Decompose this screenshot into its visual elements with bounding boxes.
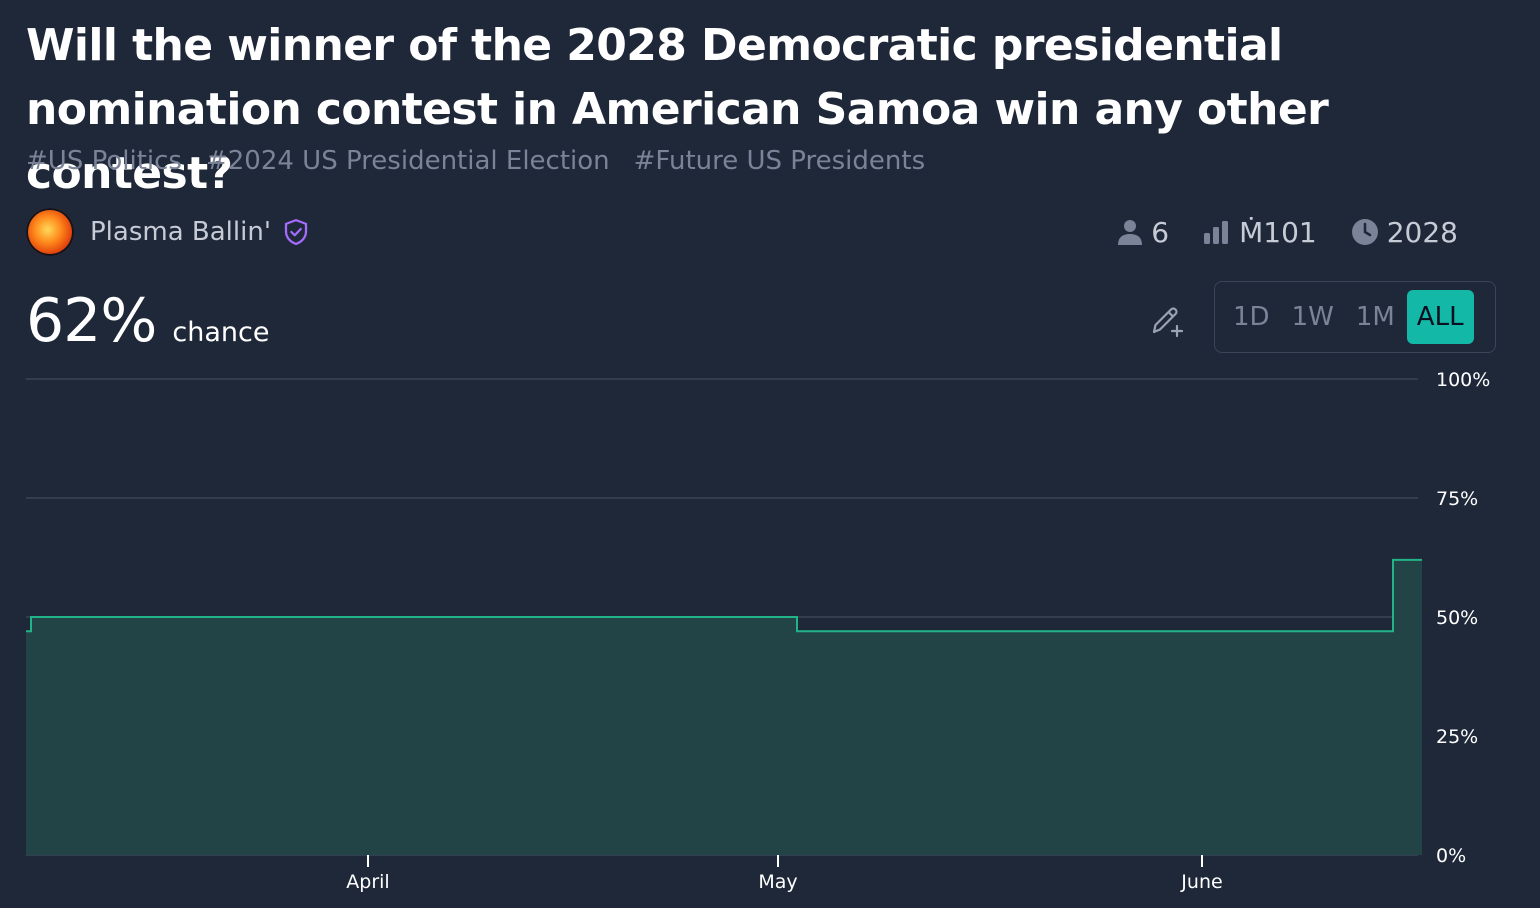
creator-info: Plasma Ballin' — [26, 208, 311, 256]
close-date: 2028 — [1386, 215, 1458, 249]
bar-chart-icon — [1203, 220, 1231, 244]
time-range-selector: 1D 1W 1M ALL — [1214, 281, 1496, 353]
tag-future-presidents[interactable]: #Future US Presidents — [633, 146, 926, 176]
range-1w-button[interactable]: 1W — [1291, 302, 1334, 332]
add-annotation-button[interactable] — [1146, 300, 1186, 340]
avatar[interactable] — [26, 208, 74, 256]
y-tick-label: 75% — [1436, 488, 1478, 510]
x-tick-label: May — [758, 871, 797, 893]
probability-value: 62% — [26, 286, 157, 356]
probability-label: chance — [172, 317, 270, 348]
x-tick-label: June — [1180, 871, 1222, 893]
tag-us-politics[interactable]: #US Politics — [26, 146, 182, 176]
range-1m-button[interactable]: 1M — [1355, 302, 1395, 332]
volume-value: Ṁ101 — [1239, 215, 1317, 249]
y-tick-label: 25% — [1436, 726, 1478, 748]
range-1d-button[interactable]: 1D — [1233, 302, 1270, 332]
y-tick-label: 100% — [1436, 369, 1490, 391]
user-icon — [1117, 218, 1143, 246]
probability-chart[interactable]: 100% 75% 50% 25% 0% April May June — [0, 366, 1540, 908]
tag-2024-election[interactable]: #2024 US Presidential Election — [205, 146, 610, 176]
traders-stat: 6 — [1117, 216, 1169, 249]
traders-count: 6 — [1151, 215, 1170, 249]
tag-list: #US Politics #2024 US Presidential Elect… — [26, 146, 925, 176]
edit-plus-icon — [1146, 307, 1186, 344]
x-tick-label: April — [346, 871, 389, 893]
creator-name[interactable]: Plasma Ballin' — [90, 217, 271, 247]
range-all-button[interactable]: ALL — [1406, 290, 1474, 344]
market-title: Will the winner of the 2028 Democratic p… — [26, 20, 1329, 199]
probability-line — [26, 558, 1422, 633]
close-date-stat: 2028 — [1351, 216, 1458, 249]
probability-area — [26, 559, 1422, 855]
clock-icon — [1351, 218, 1379, 246]
y-tick-label: 0% — [1436, 845, 1466, 867]
y-tick-label: 50% — [1436, 607, 1478, 629]
market-stats: 6 Ṁ101 2028 — [1117, 208, 1458, 256]
verified-shield-icon — [281, 217, 311, 247]
probability-display: 62% chance — [26, 286, 269, 356]
volume-stat: Ṁ101 — [1203, 216, 1317, 249]
